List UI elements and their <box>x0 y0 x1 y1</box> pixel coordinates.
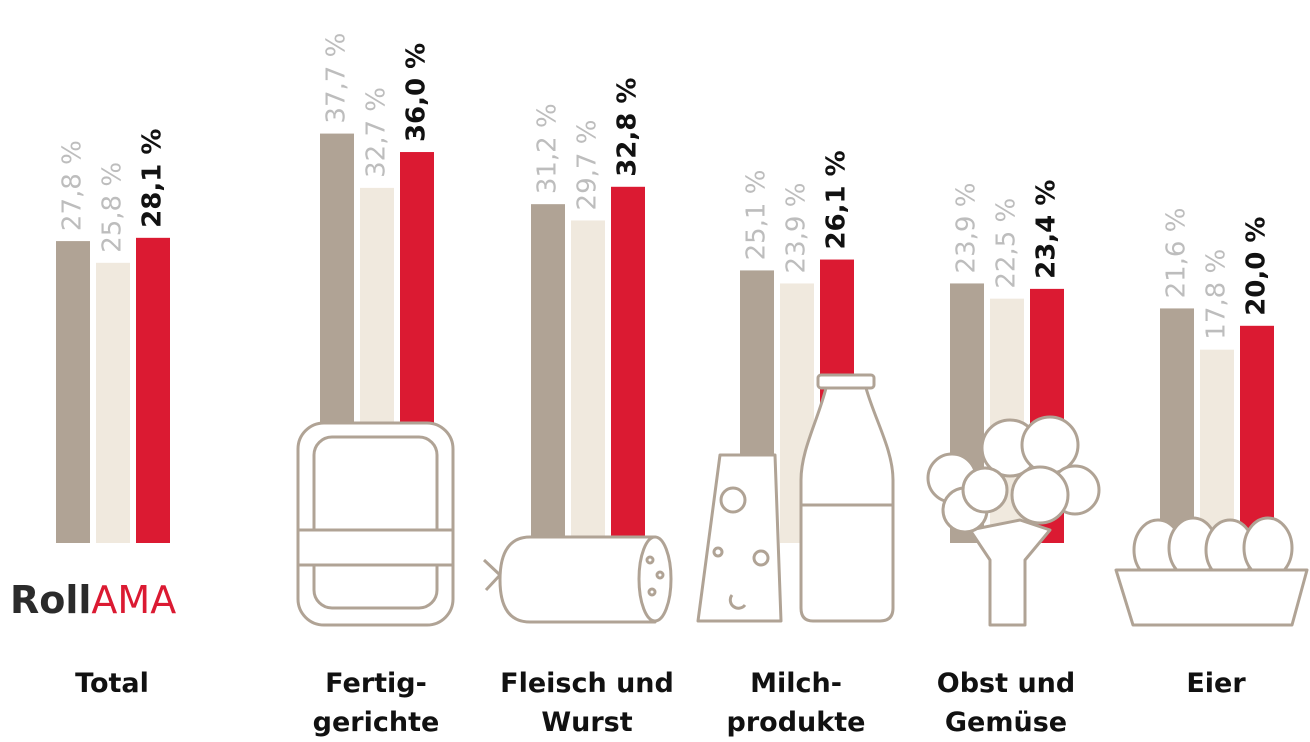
category-label: Milch- produkte <box>726 668 866 738</box>
value-label: 32,7 % <box>362 87 392 178</box>
bar <box>1200 349 1234 543</box>
category-label: Fleisch und Wurst <box>500 668 674 738</box>
icons <box>296 373 1309 627</box>
tray-inner <box>312 435 439 610</box>
egg-basket <box>1114 568 1309 627</box>
value-label: 21,6 % <box>1162 208 1192 299</box>
value-label: 29,7 % <box>573 120 603 211</box>
bar <box>531 204 565 543</box>
cheese-hole <box>719 486 747 514</box>
value-label: 31,2 % <box>533 103 563 194</box>
sausage-dot <box>645 555 655 565</box>
broccoli-floret <box>1020 415 1080 475</box>
category-label: Eier <box>1186 668 1246 699</box>
logo-part: AMA <box>91 578 176 622</box>
value-label: 37,7 % <box>322 33 352 124</box>
broccoli-floret <box>961 466 1009 514</box>
bar <box>1160 308 1194 543</box>
cheese-hole <box>728 594 747 610</box>
broccoli-stem <box>968 518 1052 627</box>
bar <box>136 237 170 544</box>
bar <box>571 220 605 543</box>
bar <box>96 262 130 543</box>
cheese-hole <box>712 546 724 558</box>
value-label: 20,0 % <box>1242 217 1272 316</box>
value-label: 36,0 % <box>402 43 432 142</box>
category-label: Obst und Gemüse <box>936 668 1076 738</box>
value-label: 27,8 % <box>58 140 88 231</box>
logo: RollAMA <box>10 578 176 622</box>
value-label: 32,8 % <box>613 78 643 177</box>
bar <box>1240 325 1274 543</box>
bottle-cap <box>816 373 876 390</box>
value-label: 23,4 % <box>1032 180 1062 279</box>
bar <box>56 241 90 544</box>
value-label: 28,1 % <box>138 129 168 228</box>
bar <box>611 186 645 544</box>
value-label: 25,8 % <box>98 162 128 253</box>
sausage-dot <box>655 570 665 580</box>
sausage-dot <box>647 587 657 597</box>
value-label: 26,1 % <box>822 150 852 249</box>
value-label: 23,9 % <box>782 183 812 274</box>
logo-part: Roll <box>10 578 91 622</box>
broccoli-floret <box>1010 465 1070 525</box>
value-label: 25,1 % <box>742 170 772 261</box>
tray-band <box>296 528 455 567</box>
cheese-hole <box>752 549 770 567</box>
value-label: 17,8 % <box>1202 249 1232 340</box>
sausage-tie <box>482 558 502 592</box>
value-label: 23,9 % <box>952 183 982 274</box>
sausage-icon <box>498 535 657 624</box>
category-label: Fertig- gerichte <box>312 668 440 738</box>
category-label: Total <box>75 668 149 699</box>
cheese-icon <box>696 453 783 623</box>
sausage-end <box>637 535 673 623</box>
value-label: 22,5 % <box>992 198 1022 289</box>
